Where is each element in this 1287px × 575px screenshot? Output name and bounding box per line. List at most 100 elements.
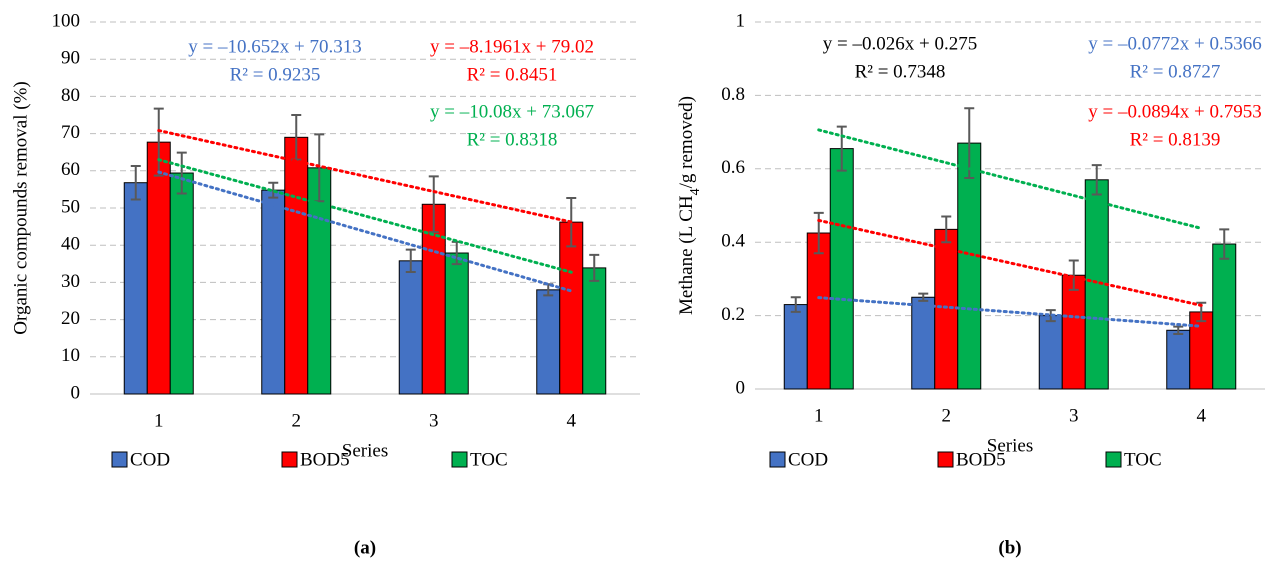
- legend-swatch: [451, 451, 468, 468]
- x-axis-title: Series: [342, 440, 388, 461]
- trend-r2: R² = 0.8451: [467, 64, 558, 85]
- y-tick-label: 40: [61, 234, 80, 255]
- y-tick-label: 0: [71, 382, 81, 403]
- legend-label: COD: [130, 449, 170, 470]
- bar: [1061, 274, 1086, 390]
- bar: [1038, 315, 1063, 390]
- bar: [829, 148, 854, 390]
- trend-r2: R² = 0.7348: [855, 61, 946, 82]
- y-tick-label: 60: [61, 159, 80, 180]
- trendline: [817, 218, 1203, 307]
- legend-label: BOD5: [956, 449, 1006, 470]
- legend-label: BOD5: [300, 449, 350, 470]
- trendline: [157, 158, 573, 274]
- bar: [1189, 311, 1214, 390]
- x-axis-title: Series: [987, 435, 1033, 456]
- caption: (a): [354, 537, 376, 558]
- legend-swatch: [281, 451, 298, 468]
- x-tick-label: 1: [154, 410, 164, 431]
- error-bar: [1173, 325, 1184, 335]
- legend-swatch: [937, 451, 954, 468]
- y-tick-label: 70: [61, 122, 80, 143]
- error-bar: [1091, 164, 1102, 196]
- error-bar: [130, 164, 141, 201]
- bar: [582, 267, 607, 395]
- y-tick-label: 50: [61, 196, 80, 217]
- trend-r2: R² = 0.8727: [1130, 61, 1221, 82]
- bar: [398, 260, 423, 395]
- x-tick-label: 3: [1069, 405, 1079, 426]
- legend-swatch: [769, 451, 786, 468]
- bar: [957, 142, 982, 390]
- bar: [911, 296, 936, 390]
- bar: [123, 182, 148, 395]
- y-axis-title-part: Methane (L CH: [676, 195, 697, 315]
- x-tick-label: 4: [567, 410, 577, 431]
- error-bar: [176, 151, 187, 195]
- bar: [806, 232, 831, 390]
- y-axis-title-part: /g removed): [676, 96, 697, 188]
- error-bar: [268, 181, 279, 199]
- y-tick-label: 30: [61, 271, 80, 292]
- caption: (b): [998, 537, 1021, 558]
- trend-equation: y = –0.026x + 0.275: [823, 33, 977, 54]
- x-tick-label: 2: [942, 405, 952, 426]
- bar: [783, 304, 808, 390]
- y-tick-label: 0: [736, 377, 746, 398]
- legend-label: TOC: [470, 449, 508, 470]
- x-tick-label: 4: [1197, 405, 1207, 426]
- trend-r2: R² = 0.9235: [230, 64, 321, 85]
- legend-label: TOC: [1124, 449, 1162, 470]
- error-bar: [1219, 228, 1230, 260]
- x-tick-label: 2: [292, 410, 302, 431]
- error-bar: [589, 253, 600, 282]
- error-bar: [964, 107, 975, 179]
- y-tick-label: 100: [52, 10, 81, 31]
- trendline: [817, 128, 1203, 230]
- x-tick-label: 3: [429, 410, 439, 431]
- trend-equation: y = –0.0772x + 0.5366: [1088, 33, 1261, 54]
- error-bar: [1068, 259, 1079, 291]
- legend-swatch: [1105, 451, 1122, 468]
- error-bar: [941, 215, 952, 244]
- trendline: [157, 129, 573, 224]
- legend-swatch: [111, 451, 128, 468]
- trend-equation: y = –10.652x + 70.313: [188, 36, 361, 57]
- error-bar: [153, 107, 164, 177]
- bar: [536, 289, 561, 395]
- x-tick-label: 1: [814, 405, 824, 426]
- y-axis-title-part: 4: [688, 188, 703, 195]
- bar: [559, 221, 584, 395]
- trend-equation: y = –0.0894x + 0.7953: [1088, 101, 1261, 122]
- bar: [1166, 329, 1191, 390]
- bar: [1212, 243, 1237, 390]
- y-tick-label: 90: [61, 48, 80, 69]
- y-tick-label: 80: [61, 85, 80, 106]
- trendline: [817, 296, 1203, 328]
- bar: [169, 172, 194, 395]
- trendline: [157, 170, 573, 293]
- trend-equation: y = –8.1961x + 79.02: [430, 36, 594, 57]
- error-bar: [428, 175, 439, 234]
- bar: [146, 141, 171, 395]
- y-tick-label: 0.6: [721, 157, 745, 178]
- y-tick-label: 0.2: [721, 304, 745, 325]
- y-tick-label: 1: [736, 10, 746, 31]
- bar: [261, 189, 286, 395]
- trend-r2: R² = 0.8139: [1130, 129, 1221, 150]
- trend-equation: y = –10.08x + 73.067: [430, 101, 594, 122]
- y-tick-label: 20: [61, 308, 80, 329]
- error-bar: [405, 248, 416, 273]
- legend-label: COD: [788, 449, 828, 470]
- bar: [444, 252, 469, 395]
- y-tick-label: 0.8: [721, 84, 745, 105]
- y-tick-label: 10: [61, 345, 80, 366]
- bar: [934, 228, 959, 390]
- error-bar: [918, 292, 929, 302]
- error-bar: [836, 125, 847, 172]
- y-axis-title: Methane (L CH4/g removed): [676, 96, 702, 315]
- trend-r2: R² = 0.8318: [467, 129, 558, 150]
- bar: [284, 136, 309, 395]
- y-axis-title: Organic compounds removal (%): [10, 81, 31, 334]
